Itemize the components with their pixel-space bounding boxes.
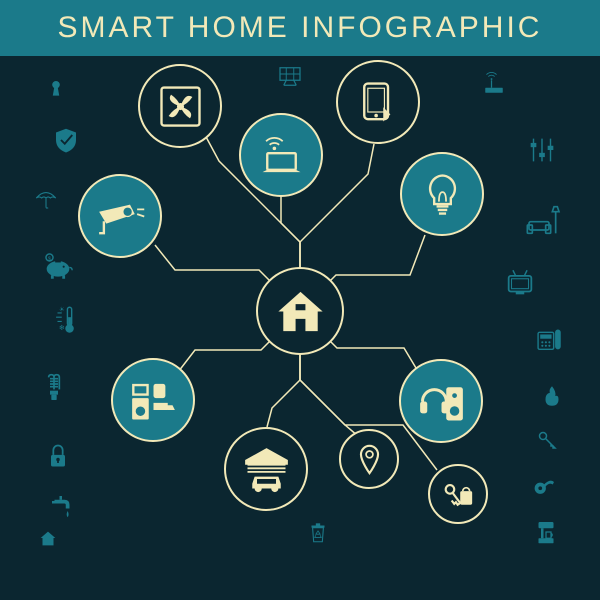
thermo-side-icon: ☀❄	[49, 305, 83, 339]
appliances-icon	[125, 372, 182, 429]
laptop-node	[239, 113, 323, 197]
header: SMART HOME INFOGRAPHIC	[0, 0, 600, 56]
vacuum-side-icon	[529, 469, 559, 499]
fan-node	[138, 64, 222, 148]
padlock-icon	[44, 442, 72, 475]
keys-node	[428, 464, 488, 524]
tv-side-icon	[503, 268, 537, 302]
flame-icon	[539, 383, 565, 414]
keyhole-side-icon	[43, 77, 69, 103]
svg-text:$: $	[48, 256, 52, 262]
desk-phone-icon	[531, 321, 565, 360]
sliders-icon	[525, 133, 559, 172]
center-node	[256, 267, 344, 355]
coffee-machine-icon	[531, 517, 561, 552]
house-icon	[271, 282, 330, 341]
laptop-wifi-icon	[253, 127, 310, 184]
cfl-bulb-icon	[38, 372, 70, 409]
svg-text:❄: ❄	[59, 323, 65, 331]
sofa-lamp-icon	[524, 200, 564, 245]
coffee-side-icon	[531, 519, 561, 549]
headphones-speaker-icon	[413, 373, 470, 430]
shield-side-icon	[51, 127, 81, 157]
lightbulb-icon	[414, 166, 471, 223]
appliances-node	[111, 358, 195, 442]
keyhole-icon	[43, 75, 69, 106]
speaker-node	[399, 359, 483, 443]
key-icon	[536, 428, 560, 457]
fan-square-icon	[152, 78, 209, 135]
solar-panel-icon	[275, 59, 305, 94]
car-node	[224, 427, 308, 511]
shield-check-icon	[51, 125, 81, 160]
house-small-icon	[37, 527, 59, 554]
sliders-side-icon	[525, 135, 559, 169]
cfl-side-icon	[38, 374, 70, 406]
vacuum-icon	[529, 467, 559, 502]
key-lock-icon	[438, 474, 479, 515]
cctv-icon	[92, 188, 149, 245]
flame-side-icon	[539, 385, 565, 411]
car-garage-icon	[238, 441, 295, 498]
router-icon	[479, 69, 509, 104]
umbrella-side-icon	[33, 187, 59, 213]
faucet-side-icon	[47, 493, 77, 523]
recycle-bin-icon	[305, 519, 331, 550]
key-side-icon	[536, 430, 560, 454]
recycle-side-icon	[305, 521, 331, 547]
page-title: SMART HOME INFOGRAPHIC	[58, 11, 543, 45]
deskphone-side-icon	[531, 323, 565, 357]
umbrella-icon	[33, 185, 59, 216]
livingroom-side-icon	[524, 202, 564, 242]
faucet-icon	[47, 491, 77, 526]
phone-node	[336, 60, 420, 144]
camera-node	[78, 174, 162, 258]
svg-text:☀: ☀	[59, 306, 65, 313]
infographic-canvas: SMART HOME INFOGRAPHIC $☀❄	[0, 0, 600, 600]
house-sm-side-icon	[37, 529, 59, 551]
piggy-side-icon: $	[41, 251, 75, 285]
phone-touch-icon	[350, 74, 407, 131]
thermometer-icon: ☀❄	[49, 303, 83, 342]
piggybank-icon: $	[41, 249, 75, 288]
router-side-icon	[479, 71, 509, 101]
bulb-node	[400, 152, 484, 236]
location-node	[339, 429, 399, 489]
padlock-side-icon	[44, 444, 72, 472]
infographic-body: $☀❄	[0, 56, 600, 600]
tv-icon	[503, 266, 537, 305]
pin-icon	[349, 439, 390, 480]
solar-side-icon	[275, 61, 305, 91]
